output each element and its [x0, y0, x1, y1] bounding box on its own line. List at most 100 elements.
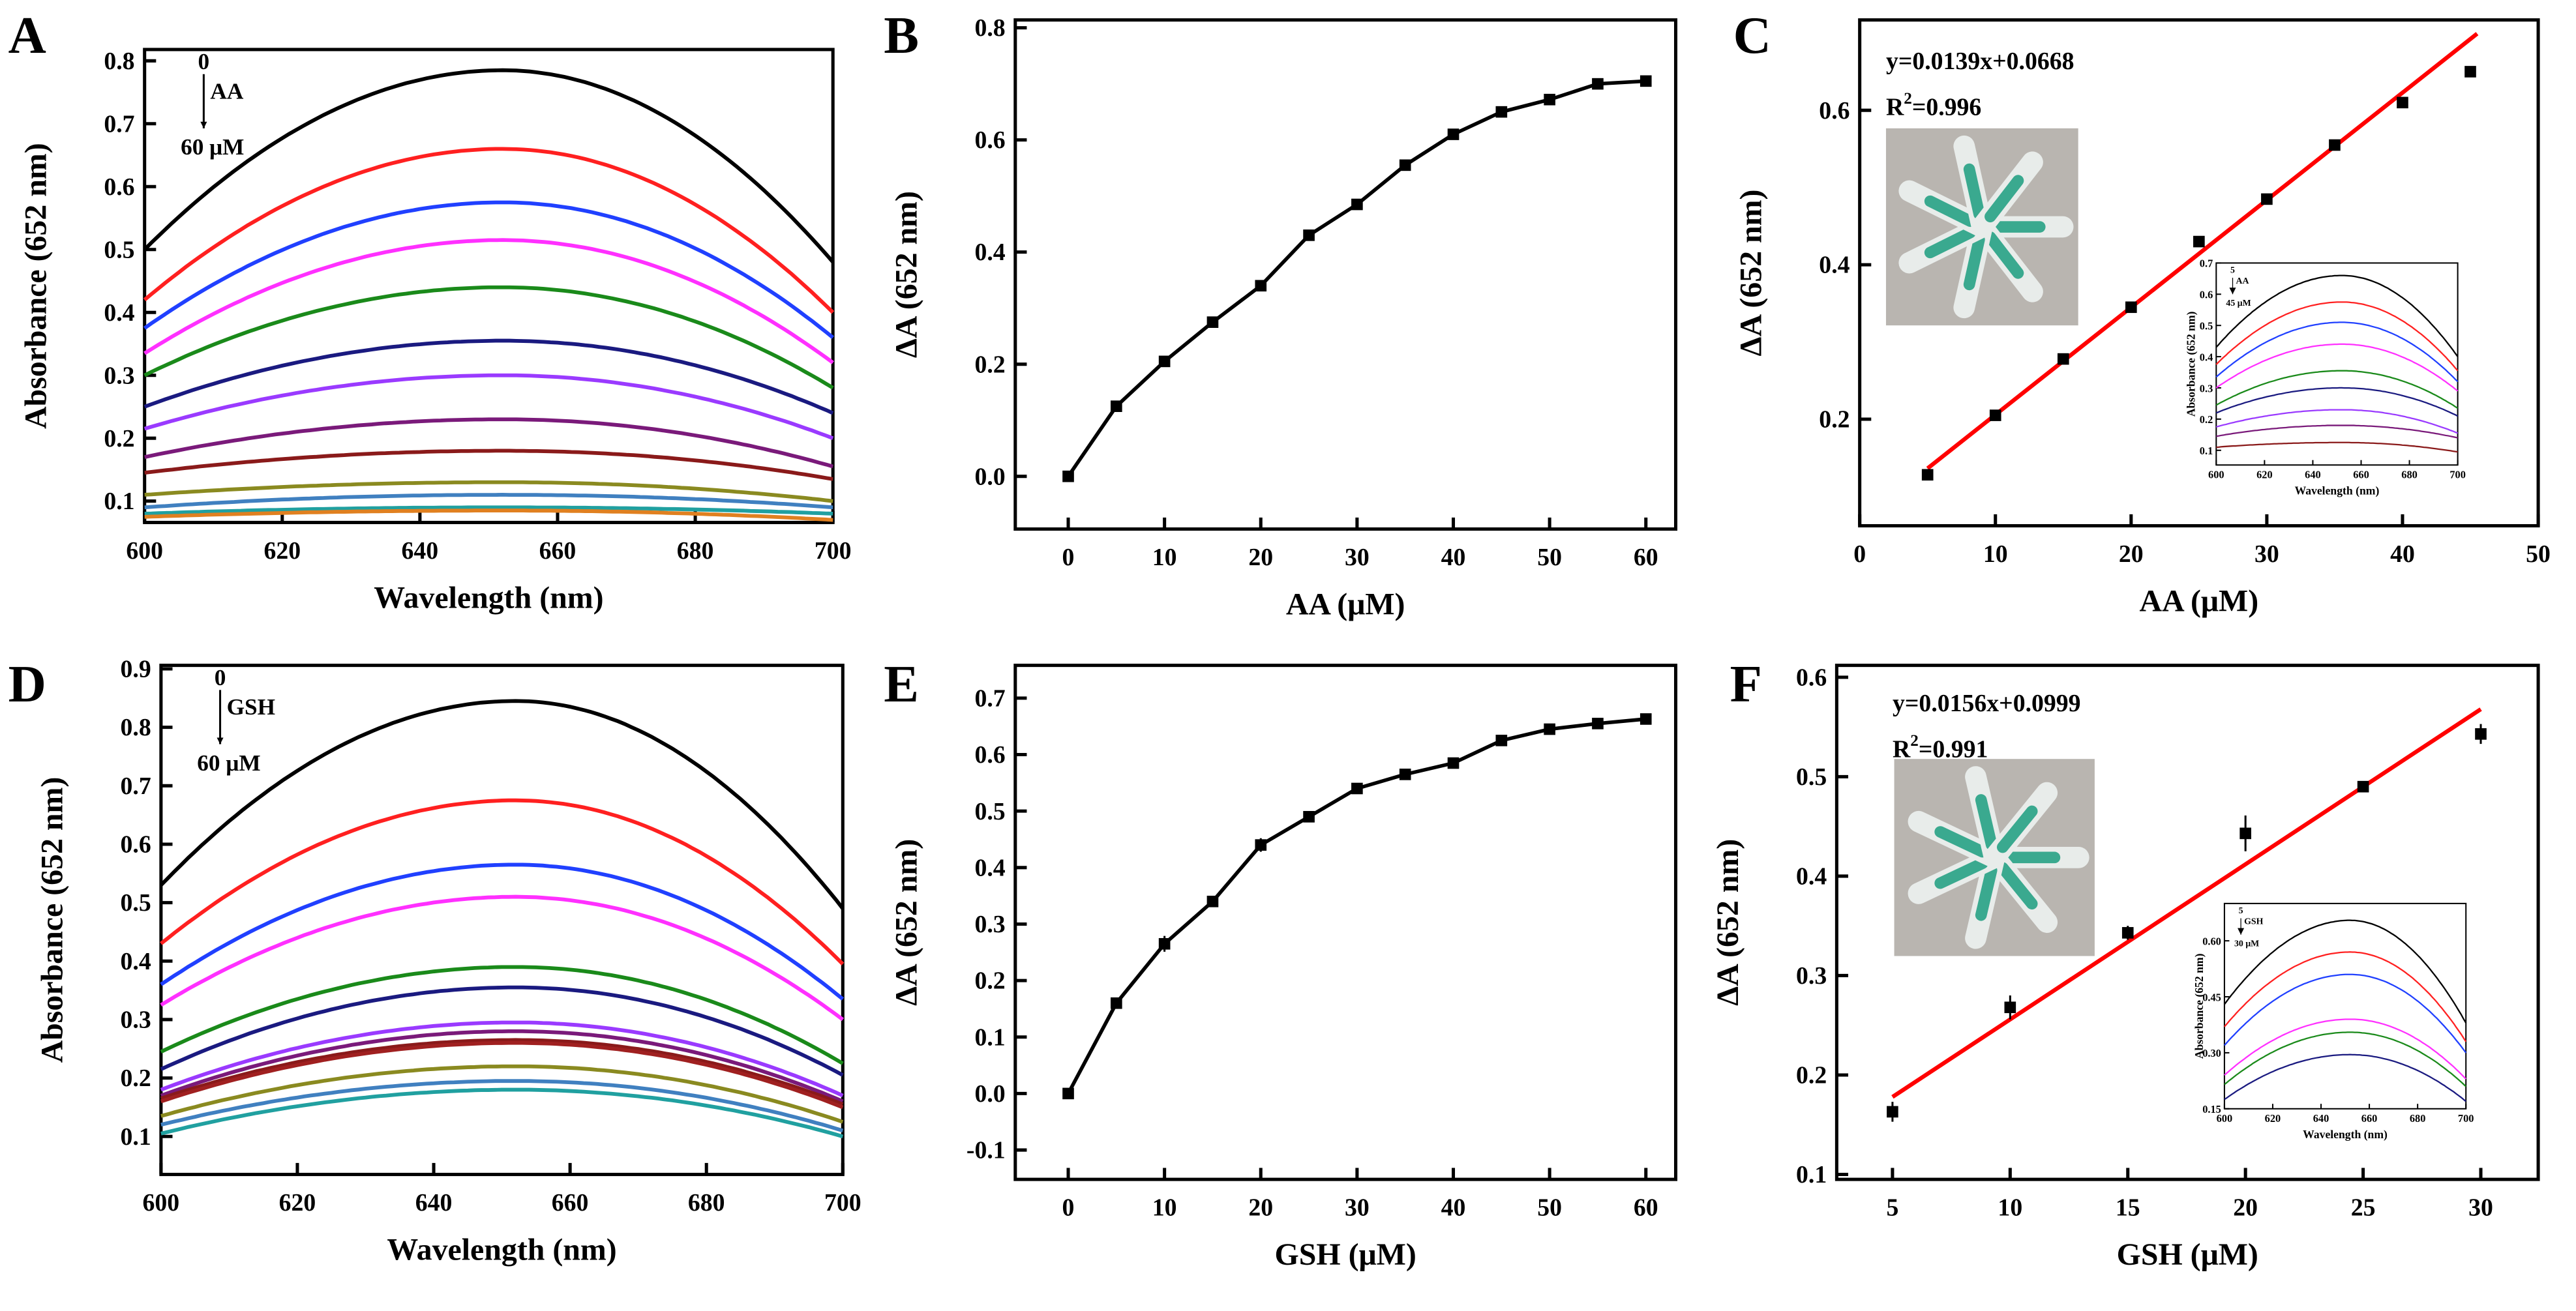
panel-C: C 0 10 20 30 40 50 0.2 0.4 0.6 AA (μM) ΔA (652 nm) y… [1733, 7, 2551, 619]
y-tick-label: 0.6 [104, 173, 134, 201]
spectrum-line-13 [160, 1087, 844, 1139]
y-tick-label: 0.6 [1796, 664, 1827, 692]
x-tick-label: 10 [1152, 544, 1177, 571]
y-axis-label: ΔA (652 nm) [890, 839, 924, 1006]
spectrum-line-3 [2224, 973, 2467, 1053]
spectrum-line-7 [2216, 409, 2459, 434]
spectrum-line-6 [160, 985, 844, 1077]
x-tick-label: 680 [688, 1189, 725, 1216]
y-axis-label: Absorbance (652 nm) [2193, 953, 2206, 1059]
plot-frame [143, 48, 835, 524]
data-point [1255, 839, 1267, 851]
spectrum-line-2 [143, 147, 835, 314]
spectrum-line-10 [144, 480, 833, 503]
x-tick-label: 640 [415, 1189, 453, 1216]
spectrum-line-9 [2216, 441, 2458, 453]
annotation-start: 0 [198, 49, 210, 74]
y-tick-label: 0.1 [121, 1123, 151, 1151]
x-tick-label: 20 [2119, 540, 2144, 568]
data-point [1640, 75, 1652, 87]
r-squared-prefix: R [1893, 736, 1911, 763]
x-tick-label: 10 [1998, 1194, 2022, 1222]
y-tick-label: 0.15 [2202, 1103, 2221, 1115]
inset-chart: 600 620 640 660 680 700 0.1 0.2 0.3 0.4 0.5 0.6 0.7 W… [2185, 258, 2466, 497]
x-tick-label: 680 [677, 537, 714, 565]
spectrum-line-9 [144, 449, 833, 481]
x-tick-label: 50 [2526, 540, 2551, 568]
data-point [2239, 827, 2251, 840]
x-tick-label: 15 [2116, 1194, 2140, 1222]
spectrum-line-5 [2215, 370, 2459, 409]
data-point [1351, 198, 1363, 211]
y-tick-label: 0.4 [1819, 252, 1850, 279]
x-axis-label: Wavelength (nm) [2303, 1128, 2388, 1141]
y-tick-label: 0.7 [974, 685, 1005, 712]
data-point [2125, 301, 2137, 314]
spectrum-line-1 [143, 68, 835, 263]
y-tick-label: 0.30 [2202, 1047, 2221, 1059]
spectrum-line-9 [160, 1038, 844, 1106]
data-line [1066, 79, 1646, 478]
fit-line [1926, 32, 2479, 470]
panel-letter: B [884, 7, 919, 65]
spectrum-line-7 [160, 1020, 844, 1098]
tube-liquid-icon [1996, 805, 2038, 853]
spectrum-line-2 [2224, 951, 2467, 1042]
x-tick-label: 680 [2410, 1112, 2426, 1125]
y-tick-label: 0.4 [974, 239, 1005, 266]
tube-liquid-icon [1984, 231, 2024, 279]
y-tick-label: 0.4 [104, 299, 134, 327]
x-tick-label: 10 [1983, 540, 2008, 568]
y-tick-label: 0.5 [2200, 320, 2213, 332]
plot-frame [1858, 18, 2540, 528]
y-tick-label: 0.5 [104, 236, 134, 263]
data-point [1447, 128, 1460, 140]
x-tick-label: 620 [2256, 468, 2273, 480]
data-point [1640, 713, 1652, 725]
arrowhead-icon [2238, 928, 2245, 935]
spectrum-line-1 [2215, 274, 2459, 357]
spectrum-line-12 [144, 505, 833, 516]
data-point [1495, 735, 1508, 746]
y-tick-label: 0.3 [1796, 962, 1827, 990]
y-tick-label: 0.7 [121, 773, 151, 800]
x-tick-label: 60 [1634, 544, 1658, 571]
x-tick-label: 25 [2351, 1194, 2376, 1222]
x-tick-label: 30 [2254, 540, 2279, 568]
data-point [1544, 93, 1555, 106]
x-tick-label: 660 [2361, 1112, 2378, 1125]
panel-letter: E [884, 655, 919, 713]
y-tick-label: 0.5 [974, 798, 1005, 825]
spectrum-line-8 [2216, 424, 2458, 439]
y-tick-label: 0.3 [2200, 382, 2213, 394]
y-tick-label: 0.4 [2200, 351, 2213, 363]
spectrum-line-5 [2224, 1031, 2466, 1087]
spectrum-line-11 [160, 1064, 844, 1124]
data-point [1062, 1087, 1074, 1100]
spectrum-line-13 [144, 508, 833, 522]
x-tick-label: 640 [2305, 468, 2321, 480]
tube-liquid-icon [1934, 826, 1988, 858]
y-tick-label: 0.3 [104, 362, 134, 389]
x-tick-label: 10 [1152, 1194, 1177, 1222]
spectrum-line-10 [160, 1040, 844, 1110]
y-tick-label: 0.4 [1796, 863, 1827, 891]
panel-A: A 600 620 640 660 680 700 0.1 0.2 0.3 0.4 0.5 0.6 0.7… [8, 7, 852, 615]
data-point [1303, 811, 1315, 823]
y-tick-label: 0.6 [974, 126, 1005, 154]
data-point [1495, 106, 1508, 118]
x-tick-label: 30 [1345, 1194, 1370, 1222]
x-tick-label: 620 [2265, 1112, 2281, 1125]
x-tick-label: 600 [126, 537, 163, 565]
y-tick-label: 0.0 [974, 1080, 1005, 1108]
y-tick-label: 0.60 [2202, 935, 2221, 947]
panel-letter: F [1730, 655, 1762, 713]
x-tick-label: 20 [1248, 544, 1273, 571]
data-point [2057, 353, 2069, 365]
x-tick-label: 700 [815, 537, 852, 565]
panel-E: E 0 10 20 30 40 50 60 -0.1 0.0 0.1 0.2 0.3 0.4 0.5 0.6 0… [884, 655, 1678, 1272]
x-tick-label: 0 [1853, 540, 1866, 568]
data-point [2004, 1001, 2016, 1014]
spectrum-line-8 [144, 417, 833, 469]
x-tick-label: 660 [552, 1189, 589, 1216]
